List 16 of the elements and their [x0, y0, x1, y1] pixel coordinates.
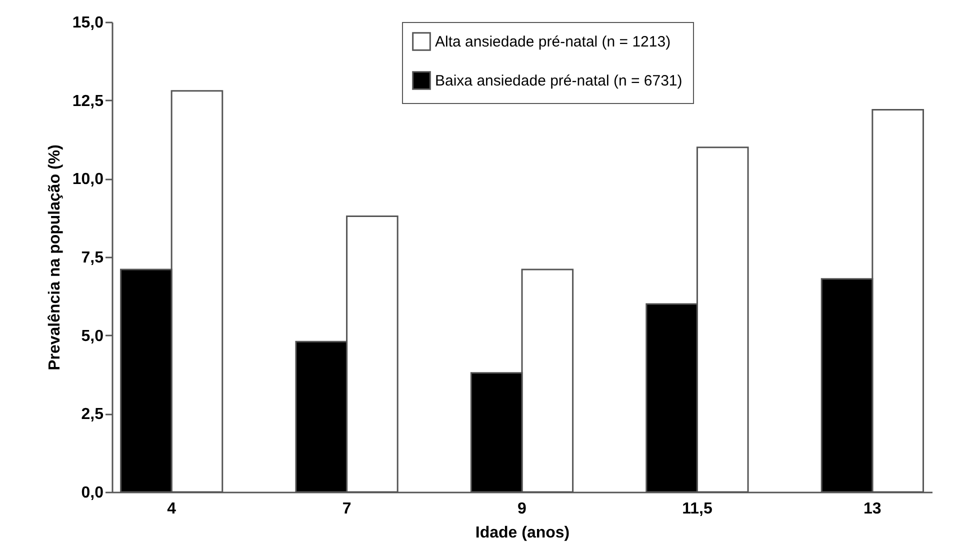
y-tick-label: 5,0: [81, 328, 104, 345]
x-tick-label: 4: [167, 500, 176, 518]
x-tick-label: 9: [518, 500, 527, 518]
legend-label: Baixa ansiedade pré-natal (n = 6731): [435, 72, 682, 90]
x-axis-title: Idade (anos): [475, 524, 570, 542]
legend-label: Alta ansiedade pré-natal (n = 1213): [435, 34, 671, 50]
x-tick-label: 11,5: [682, 500, 712, 518]
y-tick-label: 12,5: [72, 92, 104, 110]
y-tick-label: 2,5: [81, 406, 104, 424]
y-tick-label: 15,0: [72, 14, 104, 32]
y-tick-label: 0,0: [81, 484, 104, 502]
x-tick-label: 13: [864, 500, 882, 518]
y-tick-label: 7,5: [81, 250, 104, 266]
y-axis-title: Prevalência na população (%): [46, 144, 64, 370]
x-tick-label: 7: [342, 500, 352, 518]
y-tick-label: 10,0: [72, 171, 104, 188]
